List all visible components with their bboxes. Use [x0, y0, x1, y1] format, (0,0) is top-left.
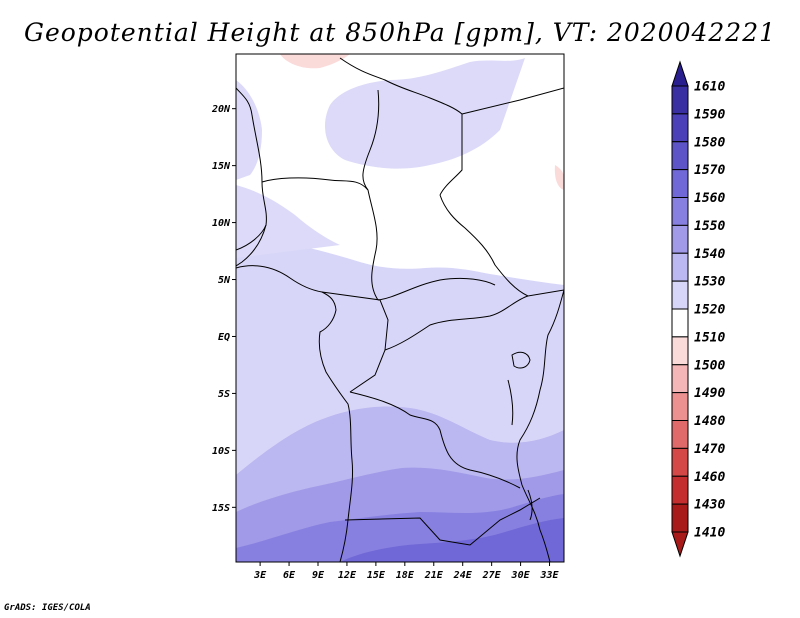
colorbar-label: 1500	[694, 358, 725, 373]
border-8	[321, 291, 389, 393]
lon-label: 6E	[283, 570, 296, 581]
colorbar-swatch	[671, 252, 689, 282]
lat-label: EQ	[218, 332, 230, 343]
lat-label: 5S	[218, 389, 230, 400]
border-5	[377, 277, 496, 301]
border-3	[339, 57, 463, 196]
colorbar-swatch	[671, 308, 689, 338]
lake-malawi	[527, 489, 533, 521]
colorbar-label: 1540	[694, 247, 725, 262]
lat-label: 10N	[212, 218, 231, 229]
border-10	[384, 295, 529, 351]
colorbar-label: 1460	[694, 470, 725, 485]
lat-label: 15S	[212, 503, 230, 514]
colorbar-swatch	[671, 141, 689, 171]
colorbar-swatch	[671, 475, 689, 505]
border-1	[261, 177, 369, 191]
colorbar: 1610 1590 1580 1570 1560 1550 1540 1530 1520 1510…	[671, 60, 725, 558]
lake-victoria	[511, 351, 531, 369]
lon-label: 18E	[396, 570, 415, 581]
lon-label: 24E	[453, 570, 473, 581]
lon-label: 27E	[482, 570, 502, 581]
gulf-of-guinea-coast	[236, 265, 353, 562]
lon-label: 12E	[338, 570, 357, 581]
lat-label: 15N	[212, 161, 231, 172]
longitude-axis: 3E 6E 9E 12E 15E 18E 21E 24E 27E 30E 33E	[253, 562, 560, 581]
colorbar-label: 1520	[694, 303, 725, 318]
field-1520-sahara	[325, 58, 525, 169]
latitude-axis: 20N 15N 10N 5N EQ 5S 10S 15S	[211, 104, 236, 514]
lat-label: 5N	[218, 275, 231, 286]
lat-label: 10S	[212, 446, 230, 457]
colorbar-label: 1470	[694, 442, 725, 457]
east-africa-coast	[516, 289, 564, 562]
colorbar-swatch	[671, 420, 689, 449]
colorbar-label: 1510	[694, 330, 725, 345]
colorbar-label: 1590	[694, 107, 725, 122]
border-2	[367, 189, 379, 301]
colorbar-swatch	[671, 113, 689, 143]
lon-label: 9E	[312, 570, 325, 581]
height-field	[236, 54, 564, 562]
colorbar-label: 1580	[694, 135, 725, 150]
border-4	[439, 194, 564, 297]
lake-tanganyika	[507, 379, 514, 426]
border-6	[362, 89, 380, 191]
lon-label: 3E	[253, 570, 267, 581]
field-1520-guinea	[236, 185, 340, 258]
colorbar-label: 1410	[694, 526, 725, 541]
coast-and-borders	[236, 57, 564, 562]
colorbar-swatch	[671, 224, 689, 254]
map-title: Geopotential Height at 850hPa [gpm], VT:…	[23, 18, 777, 47]
colorbar-label: 1490	[694, 386, 725, 401]
colorbar-swatch	[671, 364, 689, 394]
colorbar-swatch	[671, 392, 689, 421]
border-12	[236, 224, 267, 251]
border-11	[344, 497, 541, 546]
field-1500-east	[554, 165, 564, 190]
colorbar-swatch	[671, 169, 689, 198]
border-9	[349, 391, 521, 489]
border-7	[461, 87, 564, 115]
field-1520-west	[236, 80, 262, 180]
colorbar-swatch	[671, 197, 689, 226]
colorbar-top-arrow	[671, 60, 689, 87]
lon-label: 15E	[367, 570, 386, 581]
colorbar-label: 1480	[694, 414, 725, 429]
lon-label: 30E	[511, 570, 531, 581]
colorbar-swatch	[671, 503, 689, 533]
colorbar-label: 1560	[694, 191, 725, 206]
lon-label: 33E	[539, 570, 559, 581]
lon-label: 21E	[424, 570, 444, 581]
field-1500-north	[280, 54, 350, 69]
lat-label: 20N	[211, 104, 231, 115]
colorbar-label: 1430	[694, 498, 725, 513]
grads-credit: GrADS: IGES/COLA	[4, 603, 91, 613]
colorbar-bottom-arrow	[671, 531, 689, 558]
colorbar-swatch	[671, 447, 689, 477]
colorbar-label: 1550	[694, 219, 725, 234]
colorbar-swatch	[671, 336, 689, 366]
field-1560	[340, 518, 564, 562]
colorbar-label: 1570	[694, 163, 725, 178]
map-frame	[235, 53, 565, 563]
colorbar-label: 1530	[694, 275, 725, 290]
colorbar-swatch	[671, 280, 689, 310]
colorbar-label: 1610	[694, 80, 725, 95]
colorbar-swatch	[671, 85, 689, 115]
